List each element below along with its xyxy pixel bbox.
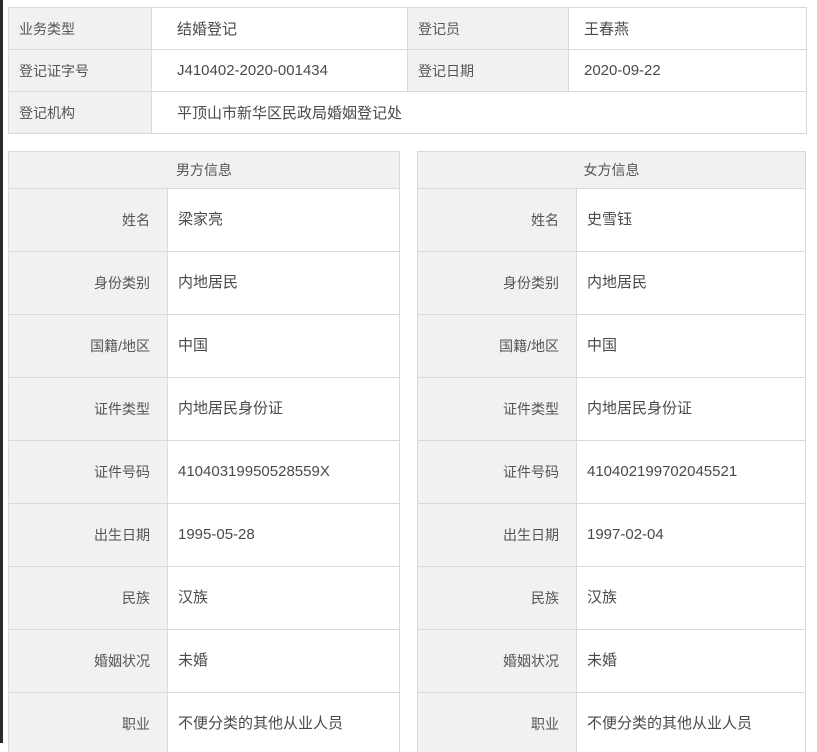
field-label: 身份类别 — [8, 251, 168, 315]
field-label: 出生日期 — [8, 503, 168, 567]
field-label: 出生日期 — [417, 503, 577, 567]
field-value: 41040319950528559X — [167, 440, 400, 504]
field-value-business-type: 结婚登记 — [151, 7, 408, 50]
field-label: 职业 — [417, 692, 577, 752]
table-row: 民族 汉族 — [417, 566, 806, 630]
field-value: 史雪钰 — [576, 188, 806, 252]
field-value: 内地居民身份证 — [167, 377, 400, 441]
field-value: 梁家亮 — [167, 188, 400, 252]
table-row: 民族 汉族 — [8, 566, 400, 630]
field-label-business-type: 业务类型 — [8, 7, 152, 50]
field-label: 婚姻状况 — [8, 629, 168, 693]
field-value-registrar: 王春燕 — [568, 7, 807, 50]
field-value: 410402199702045521 — [576, 440, 806, 504]
table-row: 职业 不便分类的其他从业人员 — [8, 692, 400, 752]
table-header-row: 女方信息 — [417, 151, 806, 189]
table-row: 证件号码 410402199702045521 — [417, 440, 806, 504]
field-value: 内地居民 — [576, 251, 806, 315]
table-row: 业务类型 结婚登记 登记员 王春燕 — [8, 7, 807, 50]
field-label-registrar: 登记员 — [407, 7, 569, 50]
field-label: 婚姻状况 — [417, 629, 577, 693]
table-row: 姓名 史雪钰 — [417, 188, 806, 252]
field-value: 1997-02-04 — [576, 503, 806, 567]
table-row: 证件类型 内地居民身份证 — [417, 377, 806, 441]
table-row: 姓名 梁家亮 — [8, 188, 400, 252]
table-row: 出生日期 1997-02-04 — [417, 503, 806, 567]
field-label-registration-office: 登记机构 — [8, 91, 152, 134]
field-label: 证件类型 — [417, 377, 577, 441]
field-label: 姓名 — [8, 188, 168, 252]
male-info-table: 男方信息 姓名 梁家亮 身份类别 内地居民 国籍/地区 中国 证件类型 内地居民身份证 证件号码… — [8, 151, 400, 752]
table-header-row: 男方信息 — [8, 151, 400, 189]
field-value: 中国 — [576, 314, 806, 378]
field-value: 1995-05-28 — [167, 503, 400, 567]
table-row: 证件类型 内地居民身份证 — [8, 377, 400, 441]
table-row: 国籍/地区 中国 — [8, 314, 400, 378]
male-info-title: 男方信息 — [8, 151, 400, 189]
field-value: 未婚 — [167, 629, 400, 693]
field-label: 身份类别 — [417, 251, 577, 315]
field-value: 未婚 — [576, 629, 806, 693]
field-value: 中国 — [167, 314, 400, 378]
field-value: 不便分类的其他从业人员 — [576, 692, 806, 752]
field-label: 民族 — [8, 566, 168, 630]
field-value: 内地居民 — [167, 251, 400, 315]
field-label: 国籍/地区 — [417, 314, 577, 378]
field-value: 汉族 — [576, 566, 806, 630]
female-info-table: 女方信息 姓名 史雪钰 身份类别 内地居民 国籍/地区 中国 证件类型 内地居民身份证 证件号码… — [417, 151, 806, 752]
table-row: 职业 不便分类的其他从业人员 — [417, 692, 806, 752]
field-label: 证件号码 — [8, 440, 168, 504]
field-label: 民族 — [417, 566, 577, 630]
field-label: 职业 — [8, 692, 168, 752]
table-row: 登记机构 平顶山市新华区民政局婚姻登记处 — [8, 91, 807, 134]
table-row: 身份类别 内地居民 — [417, 251, 806, 315]
registration-summary-table: 业务类型 结婚登记 登记员 王春燕 登记证字号 J410402-2020-001… — [8, 7, 807, 134]
field-value-registration-office: 平顶山市新华区民政局婚姻登记处 — [151, 91, 807, 134]
field-label: 国籍/地区 — [8, 314, 168, 378]
person-tables-container: 男方信息 姓名 梁家亮 身份类别 内地居民 国籍/地区 中国 证件类型 内地居民身份证 证件号码… — [8, 151, 817, 752]
table-row: 证件号码 41040319950528559X — [8, 440, 400, 504]
field-label-certificate-number: 登记证字号 — [8, 49, 152, 92]
field-value-certificate-number: J410402-2020-001434 — [151, 49, 408, 92]
field-value-registration-date: 2020-09-22 — [568, 49, 807, 92]
field-label: 姓名 — [417, 188, 577, 252]
table-row: 国籍/地区 中国 — [417, 314, 806, 378]
field-label: 证件类型 — [8, 377, 168, 441]
table-row: 登记证字号 J410402-2020-001434 登记日期 2020-09-2… — [8, 49, 807, 92]
field-label-registration-date: 登记日期 — [407, 49, 569, 92]
table-row: 婚姻状况 未婚 — [417, 629, 806, 693]
left-edge-line — [0, 0, 3, 743]
field-value: 汉族 — [167, 566, 400, 630]
table-row: 身份类别 内地居民 — [8, 251, 400, 315]
female-info-title: 女方信息 — [417, 151, 806, 189]
table-row: 出生日期 1995-05-28 — [8, 503, 400, 567]
table-row: 婚姻状况 未婚 — [8, 629, 400, 693]
field-value: 内地居民身份证 — [576, 377, 806, 441]
field-label: 证件号码 — [417, 440, 577, 504]
field-value: 不便分类的其他从业人员 — [167, 692, 400, 752]
